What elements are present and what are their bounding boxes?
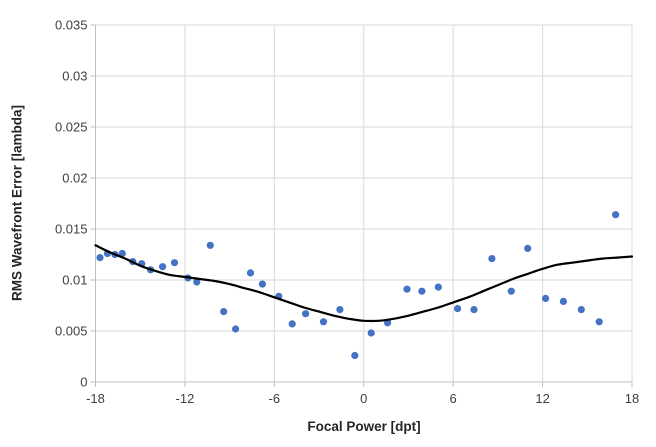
- scatter-point: [193, 278, 201, 286]
- scatter-point: [336, 306, 344, 314]
- x-tick-label: -12: [176, 391, 195, 406]
- scatter-point: [488, 255, 496, 263]
- scatter-point: [367, 329, 375, 337]
- scatter-point: [351, 351, 359, 360]
- y-tick-label: 0.015: [55, 222, 88, 237]
- y-axis-title: RMS Wavefront Error [lambda]: [9, 104, 25, 302]
- y-tick-label: 0.02: [62, 171, 87, 186]
- scatter-point: [206, 241, 214, 249]
- scatter-point: [246, 269, 255, 277]
- scatter-point: [524, 244, 532, 252]
- scatter-point: [577, 306, 585, 314]
- x-tick-label: -6: [269, 391, 281, 406]
- y-tick-label: 0.025: [55, 120, 88, 135]
- trend-line: [94, 244, 634, 323]
- scatter-point: [507, 287, 515, 295]
- y-tick-label: 0.01: [62, 273, 87, 288]
- scatter-point: [302, 310, 310, 318]
- scatter-point: [288, 320, 296, 328]
- x-tick-label: 18: [625, 391, 639, 406]
- scatter-point: [258, 280, 266, 288]
- scatter-point: [595, 318, 603, 326]
- scatter-point: [170, 259, 179, 267]
- scatter-point: [159, 263, 167, 271]
- x-tick-label: -18: [86, 391, 105, 406]
- y-tick-label: 0.005: [55, 324, 88, 339]
- scatter-point: [232, 325, 240, 333]
- scatter-point: [559, 297, 568, 305]
- scatter-point: [118, 249, 126, 258]
- scatter-point: [612, 211, 620, 219]
- x-axis-title: Focal Power [dpt]: [307, 419, 421, 434]
- y-tick-label: 0.035: [55, 18, 88, 33]
- scatter-point: [403, 285, 411, 293]
- scatter-point: [418, 287, 426, 295]
- scatter-point: [470, 306, 478, 314]
- y-tick-label: 0: [80, 375, 87, 390]
- scatter-point: [319, 318, 328, 326]
- x-tick-label: 12: [535, 391, 549, 406]
- scatter-point: [220, 308, 228, 316]
- scatter-point: [96, 254, 104, 262]
- scatter-point: [542, 294, 550, 302]
- x-tick-label: 0: [360, 391, 367, 406]
- x-tick-label: 6: [450, 391, 457, 406]
- y-tick-label: 0.03: [62, 69, 87, 84]
- scatter-point: [454, 305, 462, 313]
- scatter-point: [434, 283, 442, 291]
